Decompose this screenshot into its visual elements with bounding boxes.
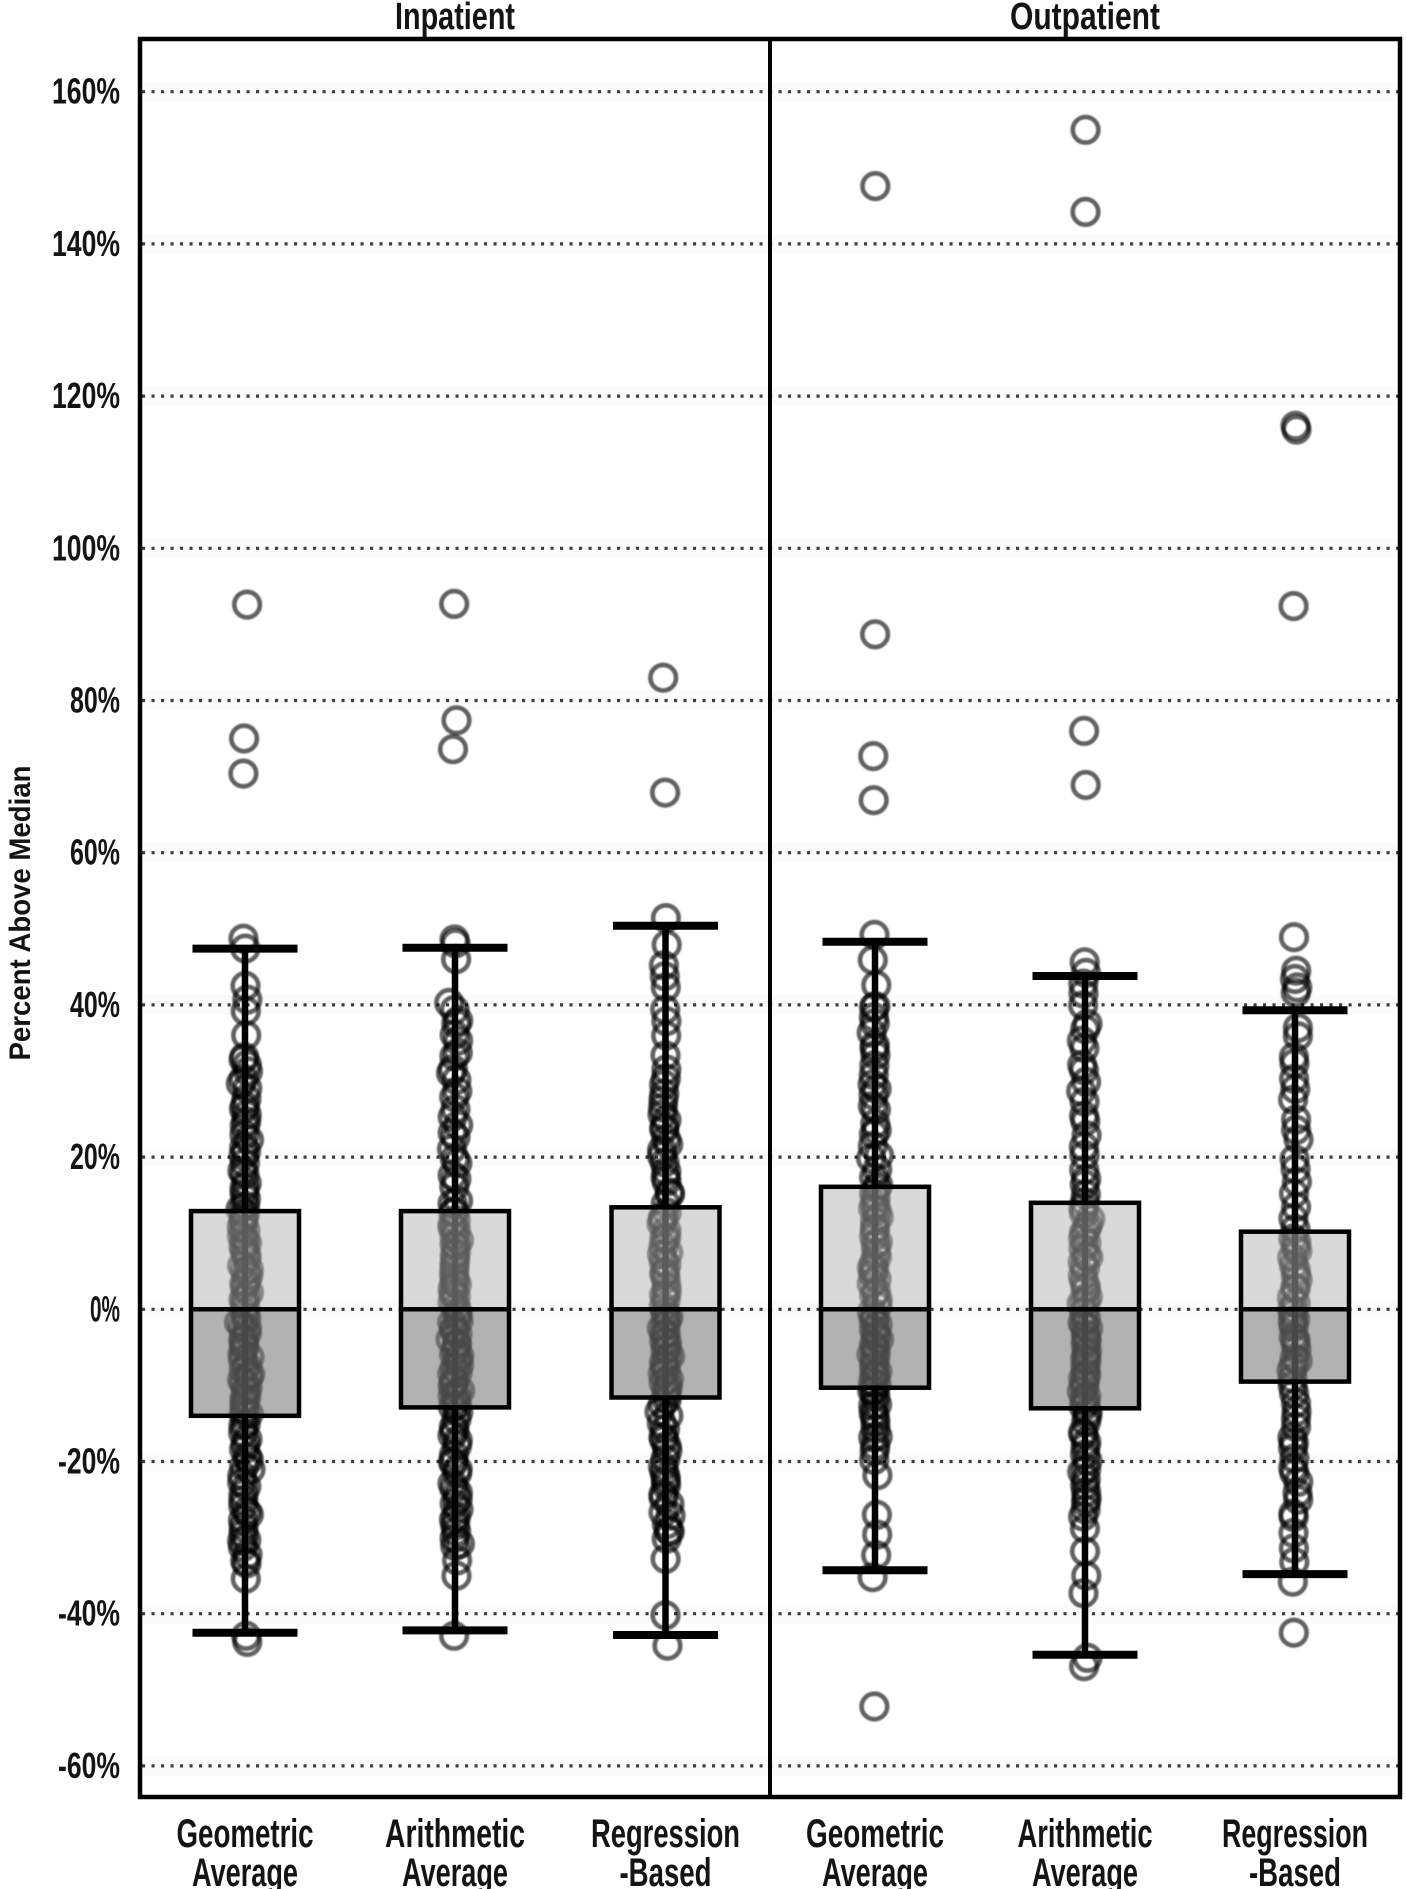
svg-text:0%: 0% — [90, 1288, 120, 1329]
svg-text:-Based: -Based — [620, 1851, 712, 1889]
svg-text:-20%: -20% — [58, 1441, 120, 1482]
svg-text:Average: Average — [402, 1851, 508, 1889]
svg-text:120%: 120% — [52, 375, 120, 416]
svg-text:Geometric: Geometric — [177, 1812, 314, 1856]
svg-text:100%: 100% — [52, 527, 120, 568]
svg-text:40%: 40% — [70, 984, 120, 1025]
svg-text:Regression: Regression — [1222, 1812, 1368, 1856]
svg-text:80%: 80% — [70, 680, 120, 721]
svg-text:Average: Average — [1032, 1851, 1138, 1889]
svg-text:Average: Average — [192, 1851, 298, 1889]
svg-text:140%: 140% — [52, 223, 120, 264]
svg-text:Regression: Regression — [591, 1812, 740, 1856]
svg-text:Inpatient: Inpatient — [395, 0, 515, 38]
svg-text:Arithmetic: Arithmetic — [385, 1812, 525, 1856]
svg-text:20%: 20% — [70, 1136, 120, 1177]
svg-text:-40%: -40% — [58, 1593, 120, 1634]
svg-text:Geometric: Geometric — [806, 1812, 944, 1856]
svg-text:-60%: -60% — [58, 1745, 120, 1786]
svg-text:Average: Average — [822, 1851, 928, 1889]
svg-text:160%: 160% — [52, 71, 120, 112]
svg-text:-Based: -Based — [1249, 1851, 1341, 1889]
svg-text:60%: 60% — [70, 832, 120, 873]
svg-text:Outpatient: Outpatient — [1010, 0, 1160, 38]
svg-text:Percent Above Median: Percent Above Median — [4, 766, 37, 1061]
svg-text:Arithmetic: Arithmetic — [1018, 1812, 1153, 1856]
